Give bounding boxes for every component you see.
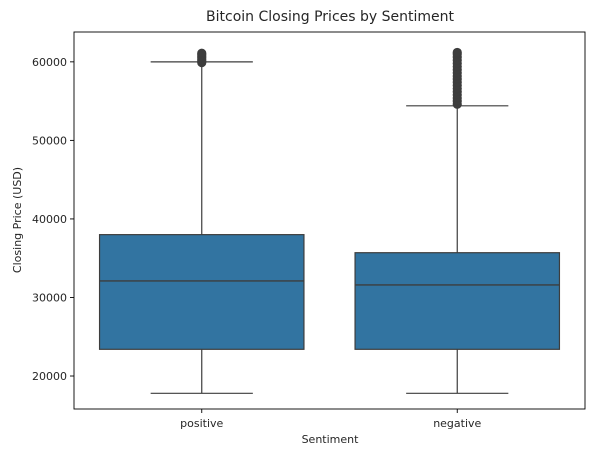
y-axis: 20000 30000 40000 50000 60000 xyxy=(32,56,74,383)
plot-area xyxy=(73,31,586,410)
outlier-point xyxy=(197,48,207,58)
box-positive xyxy=(98,48,305,394)
iqr-box xyxy=(354,252,561,350)
x-tick-label: positive xyxy=(180,417,223,430)
y-tick-label: 40000 xyxy=(32,213,67,226)
iqr-box xyxy=(98,234,305,350)
x-tick-label: negative xyxy=(433,417,481,430)
box-negative xyxy=(354,47,561,394)
x-axis-label: Sentiment xyxy=(302,433,360,446)
y-axis-label: Closing Price (USD) xyxy=(11,167,24,273)
outlier-point xyxy=(452,47,462,58)
x-axis: positive negative xyxy=(180,409,482,430)
y-tick-label: 20000 xyxy=(32,370,67,383)
box-series xyxy=(98,47,561,394)
y-tick-label: 50000 xyxy=(32,134,67,147)
y-tick-label: 30000 xyxy=(32,291,67,304)
y-tick-label: 60000 xyxy=(32,56,67,69)
chart-title: Bitcoin Closing Prices by Sentiment xyxy=(206,9,454,25)
